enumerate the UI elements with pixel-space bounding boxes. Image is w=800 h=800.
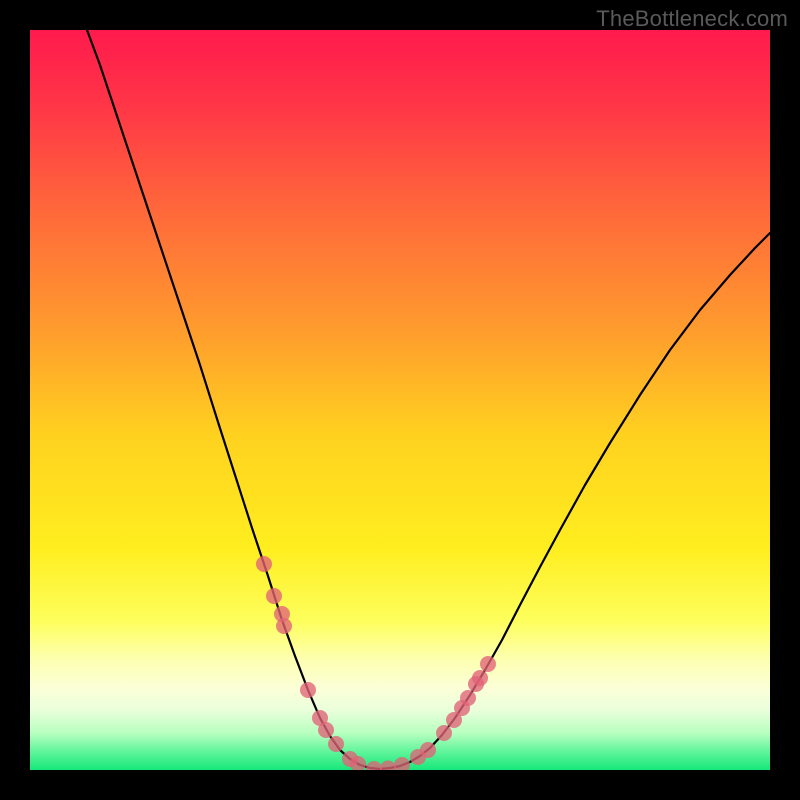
data-marker — [420, 742, 436, 758]
bottleneck-curve — [87, 30, 770, 769]
data-marker — [436, 725, 452, 741]
data-marker — [460, 690, 476, 706]
curve-layer — [30, 30, 770, 770]
data-marker — [380, 761, 396, 771]
plot-area — [30, 30, 770, 770]
data-marker — [480, 656, 496, 672]
data-marker — [300, 682, 316, 698]
data-marker — [468, 676, 484, 692]
data-marker — [318, 722, 334, 738]
data-markers — [256, 556, 496, 770]
data-marker — [394, 757, 410, 770]
data-marker — [256, 556, 272, 572]
data-marker — [366, 761, 382, 770]
data-marker — [328, 736, 344, 752]
data-marker — [266, 588, 282, 604]
watermark-text: TheBottleneck.com — [596, 6, 788, 32]
chart-frame: TheBottleneck.com — [0, 0, 800, 800]
data-marker — [274, 606, 290, 622]
